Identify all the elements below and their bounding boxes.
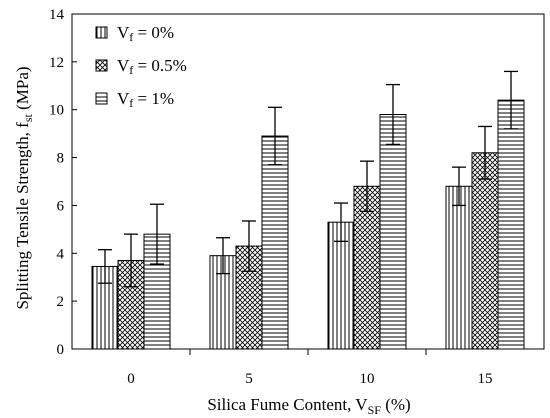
x-axis-title: Silica Fume Content, VSF (%) (207, 395, 410, 417)
y-tick-label: 2 (57, 294, 65, 310)
y-tick-label: 14 (49, 7, 65, 23)
plot-area: 0 2 4 6 8 10 12 14 0 5 10 15 (49, 7, 545, 387)
bar (261, 135, 289, 350)
bar (497, 99, 525, 350)
x-tick-label: 10 (360, 371, 375, 387)
y-tick-label: 12 (49, 55, 64, 71)
legend-label: Vf = 0.5% (117, 56, 187, 77)
legend-swatch (95, 92, 108, 105)
x-tick-label: 15 (478, 371, 493, 387)
y-tick-label: 10 (49, 103, 64, 119)
legend: Vf = 0% Vf = 0.5% Vf = 1% (95, 23, 187, 110)
y-tick-label: 8 (57, 151, 65, 167)
bar (471, 152, 499, 350)
bar (353, 185, 381, 350)
y-tick-label: 6 (57, 198, 65, 214)
legend-swatch (95, 26, 108, 39)
bar (379, 114, 407, 350)
y-axis-title: Splitting Tensile Strength, fst (MPa) (13, 66, 35, 309)
y-tick-label: 0 (57, 342, 65, 358)
legend-swatch (95, 59, 108, 72)
x-tick-label: 0 (127, 371, 135, 387)
x-tick-label: 5 (245, 371, 253, 387)
legend-label: Vf = 0% (117, 23, 174, 44)
y-tick-label: 4 (57, 246, 65, 262)
bar (445, 185, 473, 350)
legend-label: Vf = 1% (117, 89, 174, 110)
